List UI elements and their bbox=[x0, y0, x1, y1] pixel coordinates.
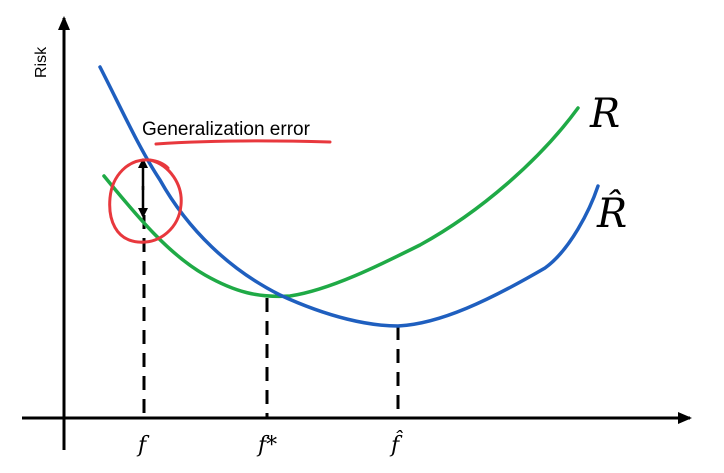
generalization-error-label: Generalization error bbox=[142, 119, 311, 140]
highlight-circle bbox=[108, 158, 183, 244]
annotation-underline bbox=[154, 139, 332, 146]
true-risk-label: R bbox=[589, 91, 620, 137]
y-axis-label: Risk bbox=[33, 46, 50, 78]
true-risk-curve bbox=[98, 65, 600, 328]
empirical-risk-label: R̂ bbox=[596, 191, 627, 237]
empirical-risk-curve bbox=[102, 106, 580, 299]
tick-label-f-hat: f̂ bbox=[389, 431, 404, 458]
tick-label-f-star: f* bbox=[256, 433, 277, 458]
tick-label-f: f bbox=[136, 433, 150, 458]
